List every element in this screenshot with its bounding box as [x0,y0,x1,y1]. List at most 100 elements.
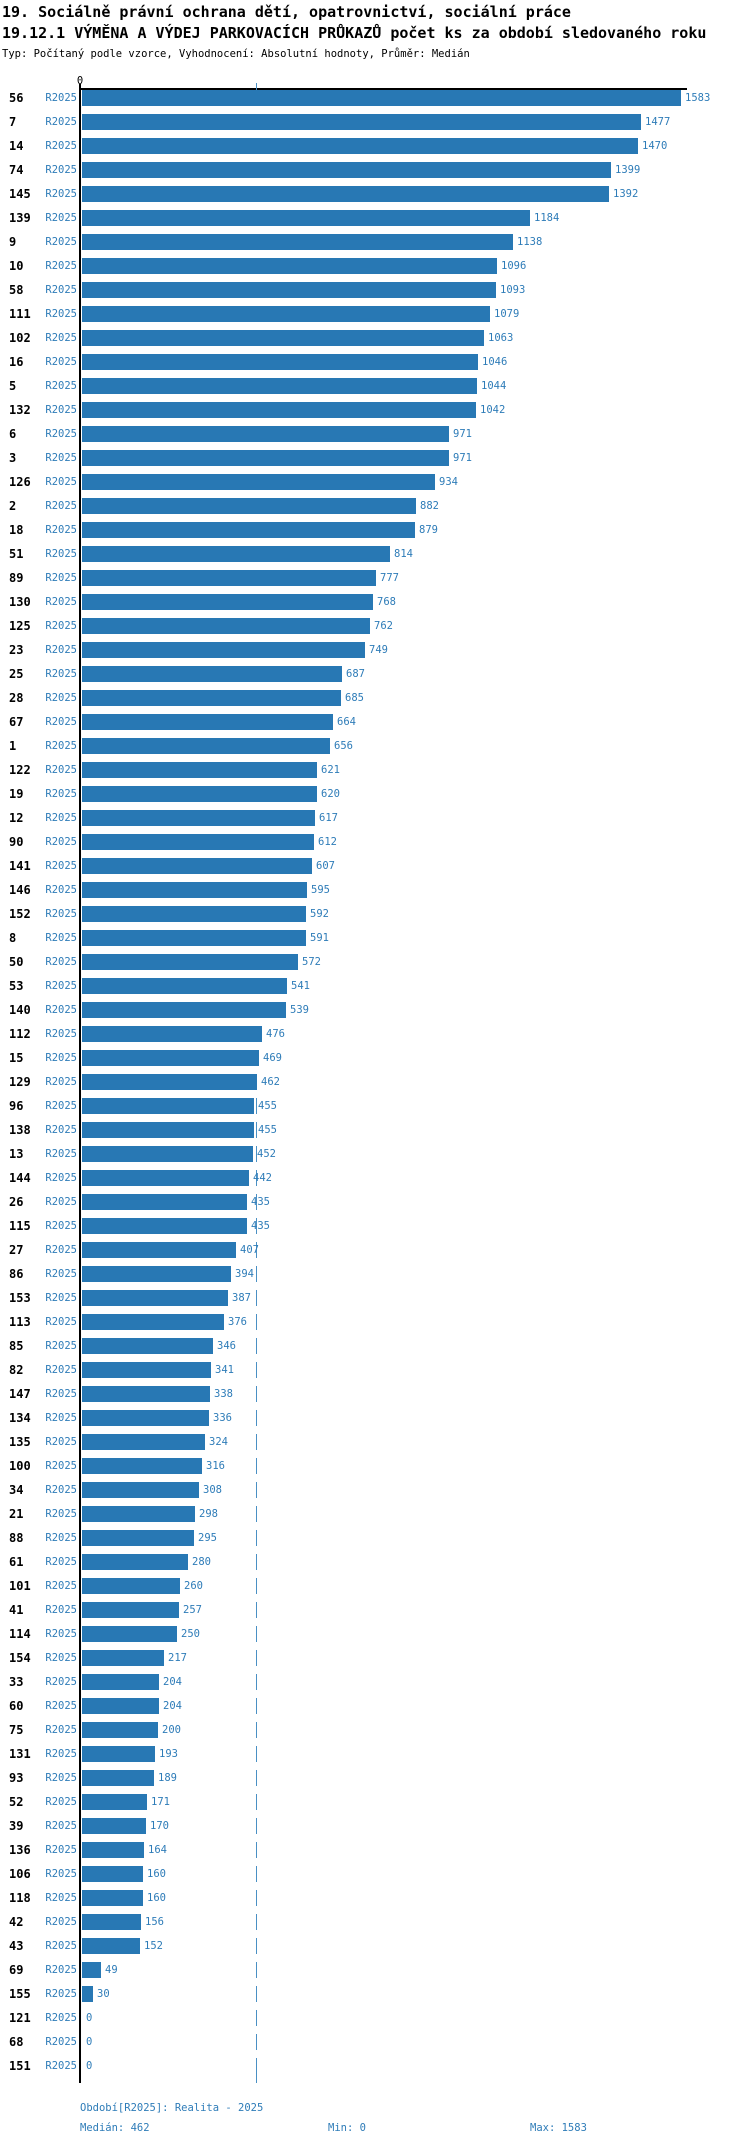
bar-row: 129 R2025 462 [0,1074,750,1090]
bar-row: 28 R2025 685 [0,690,750,706]
bar-row: 1 R2025 656 [0,738,750,754]
row-value-label: 1079 [494,308,520,320]
bar-row: 52 R2025 171 [0,1794,750,1810]
row-period-label: R2025 [45,1172,77,1184]
row-period-label: R2025 [45,1196,77,1208]
bar-row: 27 R2025 407 [0,1242,750,1258]
row-value-label: 189 [158,1772,177,1784]
bar-row: 18 R2025 879 [0,522,750,538]
row-bar [82,1002,286,1018]
footer-max-label: Max: 1583 [530,2122,587,2134]
row-bar [82,1602,179,1618]
row-value-label: 814 [394,548,413,560]
row-period-label: R2025 [45,740,77,752]
row-category-label: 144 [9,1171,31,1185]
row-period-label: R2025 [45,1652,77,1664]
row-bar [82,666,342,682]
bar-row: 51 R2025 814 [0,546,750,562]
row-bar [82,210,530,226]
row-value-label: 1470 [642,140,668,152]
row-category-label: 7 [9,115,17,129]
row-value-label: 338 [214,1388,233,1400]
bar-row: 144 R2025 442 [0,1170,750,1186]
row-period-label: R2025 [45,932,77,944]
row-value-label: 298 [199,1508,218,1520]
row-value-label: 295 [198,1532,217,1544]
bar-row: 33 R2025 204 [0,1674,750,1690]
row-period-label: R2025 [45,596,77,608]
row-category-label: 155 [9,1987,31,2001]
row-value-label: 462 [261,1076,280,1088]
row-value-label: 0 [86,2060,93,2072]
bar-row: 21 R2025 298 [0,1506,750,1522]
row-value-label: 387 [232,1292,251,1304]
row-value-label: 749 [369,644,388,656]
row-value-label: 204 [163,1676,182,1688]
bar-row: 53 R2025 541 [0,978,750,994]
bar-row: 152 R2025 592 [0,906,750,922]
row-value-label: 1138 [517,236,543,248]
row-period-label: R2025 [45,1916,77,1928]
row-category-label: 93 [9,1771,24,1785]
row-period-label: R2025 [45,644,77,656]
bar-row: 134 R2025 336 [0,1410,750,1426]
row-value-label: 621 [321,764,340,776]
row-bar [82,1962,101,1978]
row-value-label: 455 [258,1124,277,1136]
row-category-label: 68 [9,2035,24,2049]
x-axis-zero-tick-label: 0 [76,75,84,87]
page-title: 19. Sociálně právní ochrana dětí, opatro… [2,3,571,21]
row-bar [82,1194,247,1210]
row-bar [82,138,638,154]
row-period-label: R2025 [45,1940,77,1952]
bar-row: 69 R2025 49 [0,1962,750,1978]
row-bar [82,1074,257,1090]
row-period-label: R2025 [45,1052,77,1064]
row-period-label: R2025 [45,1700,77,1712]
row-bar [82,426,449,442]
row-bar [82,906,306,922]
row-value-label: 442 [253,1172,272,1184]
row-period-label: R2025 [45,1484,77,1496]
row-value-label: 1399 [615,164,641,176]
row-period-label: R2025 [45,332,77,344]
row-period-label: R2025 [45,164,77,176]
row-category-label: 23 [9,643,24,657]
row-category-label: 118 [9,1891,31,1905]
row-category-label: 96 [9,1099,24,1113]
row-bar [82,1410,209,1426]
row-category-label: 27 [9,1243,24,1257]
row-period-label: R2025 [45,1412,77,1424]
row-period-label: R2025 [45,1004,77,1016]
row-period-label: R2025 [45,1724,77,1736]
row-value-label: 324 [209,1436,228,1448]
row-period-label: R2025 [45,1748,77,1760]
row-category-label: 129 [9,1075,31,1089]
row-period-label: R2025 [45,476,77,488]
row-category-label: 2 [9,499,17,513]
bar-row: 67 R2025 664 [0,714,750,730]
bar-row: 96 R2025 455 [0,1098,750,1114]
row-bar [82,1866,143,1882]
row-period-label: R2025 [45,956,77,968]
row-bar [82,474,435,490]
row-value-label: 592 [310,908,329,920]
row-value-label: 204 [163,1700,182,1712]
row-period-label: R2025 [45,1628,77,1640]
row-bar [82,1098,254,1114]
row-category-label: 112 [9,1027,31,1041]
bar-row: 56 R2025 1583 [0,90,750,106]
row-value-label: 882 [420,500,439,512]
row-category-label: 52 [9,1795,24,1809]
bar-row: 8 R2025 591 [0,930,750,946]
bar-row: 101 R2025 260 [0,1578,750,1594]
row-bar [82,1554,188,1570]
row-value-label: 620 [321,788,340,800]
row-bar [82,522,415,538]
row-value-label: 1093 [500,284,526,296]
bar-row: 115 R2025 435 [0,1218,750,1234]
row-bar [82,1914,141,1930]
row-value-label: 0 [86,2036,93,2048]
bar-row: 102 R2025 1063 [0,330,750,346]
row-value-label: 170 [150,1820,169,1832]
